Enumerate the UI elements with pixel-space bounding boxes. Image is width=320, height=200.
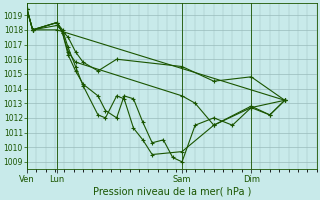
X-axis label: Pression niveau de la mer( hPa ): Pression niveau de la mer( hPa ) xyxy=(92,187,251,197)
